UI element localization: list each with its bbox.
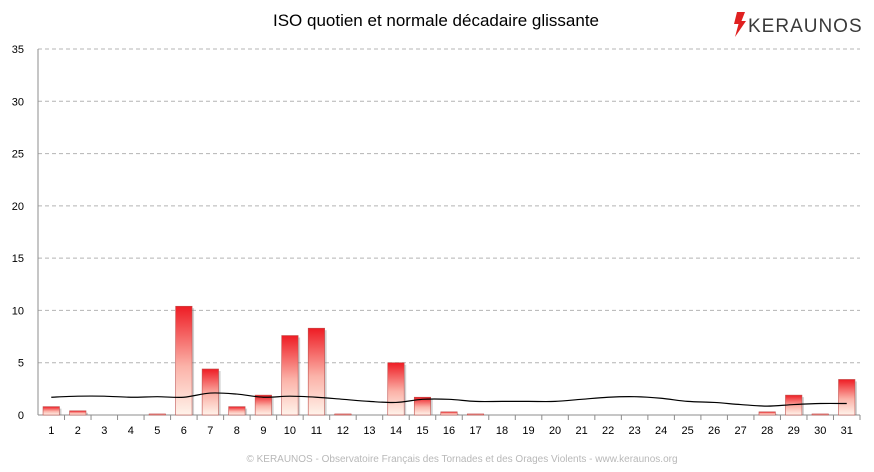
bar <box>175 305 193 416</box>
x-tick-label: 22 <box>602 425 614 437</box>
x-tick-label: 7 <box>207 425 213 437</box>
bar <box>413 396 432 416</box>
y-tick-label: 0 <box>18 410 24 422</box>
bar-shadow <box>59 408 62 415</box>
keraunos-logo: KERAUNOS <box>734 12 863 37</box>
bar-shadow <box>271 397 274 415</box>
bar <box>811 413 829 416</box>
bar-shadow <box>192 308 195 415</box>
x-tick-label: 3 <box>101 425 107 437</box>
bar-shadow <box>457 413 460 415</box>
x-tick-label: 1 <box>48 425 54 437</box>
bar-shadow <box>801 397 804 415</box>
x-tick-label: 19 <box>522 425 534 437</box>
bar <box>838 379 856 416</box>
x-tick-label: 20 <box>549 425 561 437</box>
bar <box>42 406 60 416</box>
normal-line <box>51 392 847 407</box>
bar <box>281 335 299 416</box>
x-tick-label: 27 <box>735 425 747 437</box>
x-tick-label: 24 <box>655 425 667 437</box>
x-tick-label: 4 <box>128 425 134 437</box>
x-tick-label: 13 <box>363 425 375 437</box>
footer-copyright: © KERAUNOS - Observatoire Français des T… <box>246 454 677 465</box>
y-tick-label: 20 <box>12 201 24 213</box>
bar <box>228 406 246 416</box>
y-tick-label: 35 <box>12 44 24 56</box>
x-tick-label: 14 <box>390 425 402 437</box>
chart-title: ISO quotien et normale décadaire glissan… <box>273 11 599 30</box>
bar-shadow <box>775 413 778 415</box>
x-tick-label: 21 <box>575 425 587 437</box>
bar <box>307 327 325 416</box>
bar <box>201 368 219 416</box>
y-tick-label: 15 <box>12 253 24 265</box>
x-tick-label: 28 <box>761 425 773 437</box>
bar <box>387 362 405 416</box>
normal-line-series <box>51 392 847 407</box>
x-tick-label: 9 <box>260 425 266 437</box>
y-tick-label: 10 <box>12 305 24 317</box>
x-tick-label: 15 <box>416 425 428 437</box>
y-tick-label: 5 <box>18 358 24 370</box>
bar-shadow <box>298 337 301 415</box>
bar <box>254 394 272 416</box>
y-tick-labels: 0 5 10 15 20 25 30 35 <box>12 44 24 422</box>
x-tick-label: 16 <box>443 425 455 437</box>
axes <box>37 49 861 420</box>
bar-series <box>42 305 857 416</box>
x-tick-label: 23 <box>628 425 640 437</box>
x-tick-label: 8 <box>234 425 240 437</box>
x-tick-labels: 1 2 3 4 5 6 7 8 9 10 11 12 13 14 15 16 17 18 19 20 21 22 23 24 2… <box>48 425 853 437</box>
x-tick-label: 31 <box>841 425 853 437</box>
bar-shadow <box>324 330 327 415</box>
x-tick-label: 5 <box>154 425 160 437</box>
y-tick-label: 30 <box>12 96 24 108</box>
x-tick-label: 10 <box>284 425 296 437</box>
x-tick-label: 18 <box>496 425 508 437</box>
x-tick-label: 12 <box>337 425 349 437</box>
bar <box>466 413 485 416</box>
bar-shadow <box>245 408 248 415</box>
x-tick-label: 29 <box>788 425 800 437</box>
x-tick-label: 30 <box>814 425 826 437</box>
bar <box>334 413 352 416</box>
bar <box>758 411 776 416</box>
x-tick-label: 6 <box>181 425 187 437</box>
x-tick-label: 26 <box>708 425 720 437</box>
bar-shadow <box>85 412 88 415</box>
bar-shadow <box>854 381 857 415</box>
brand-name: KERAUNOS <box>748 16 863 37</box>
bar-shadow <box>430 399 433 415</box>
y-tick-label: 25 <box>12 149 24 161</box>
x-tick-label: 2 <box>75 425 81 437</box>
gridlines <box>38 48 860 364</box>
bar-shadow <box>404 364 407 415</box>
lightning-bolt-icon <box>734 12 746 37</box>
x-tick-label: 25 <box>682 425 694 437</box>
x-tick-label: 17 <box>469 425 481 437</box>
x-tick-label: 11 <box>311 425 322 437</box>
bar <box>148 413 166 416</box>
bar <box>440 411 458 416</box>
bar <box>69 410 87 416</box>
